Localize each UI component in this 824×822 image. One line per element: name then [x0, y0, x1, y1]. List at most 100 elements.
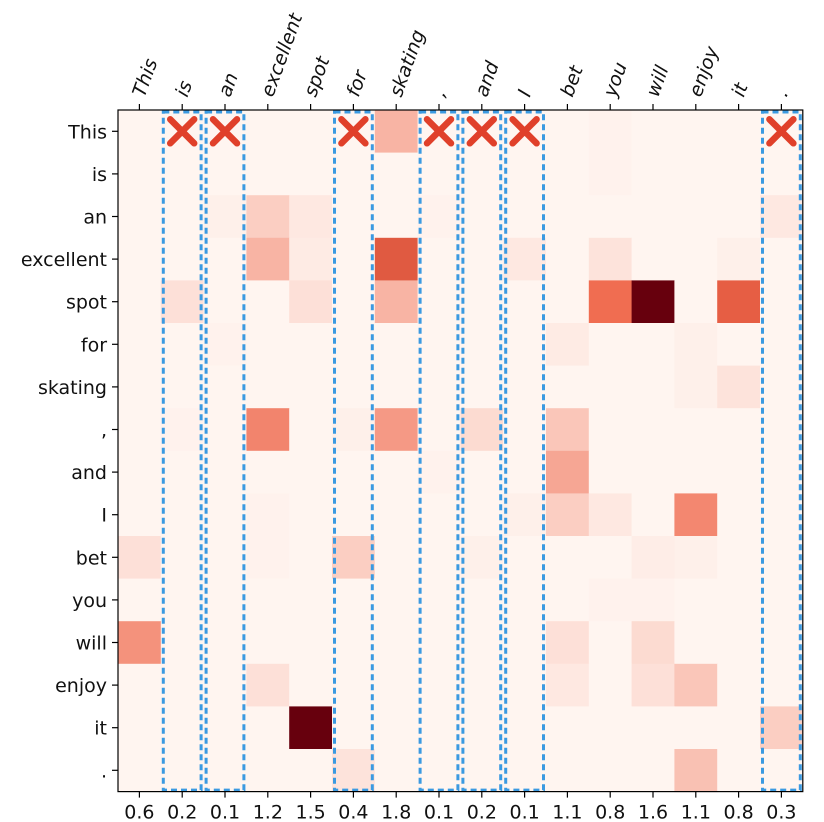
heatmap-cell: [374, 578, 419, 622]
heatmap-cell: [460, 152, 504, 196]
heatmap-cell: [203, 152, 247, 196]
heatmap-cell: [631, 621, 675, 665]
heatmap-cell: [118, 365, 162, 409]
heatmap-cell: [203, 578, 247, 622]
heatmap-cell: [631, 195, 675, 239]
heatmap-cell: [760, 663, 804, 707]
heatmap-cell: [374, 280, 419, 324]
heatmap-cell: [417, 621, 461, 665]
column-score-label: 1.8: [381, 802, 411, 822]
heatmap-cell: [246, 195, 290, 239]
heatmap-cell: [203, 408, 247, 452]
heatmap-cell: [674, 280, 718, 324]
heatmap-cell: [160, 152, 205, 196]
heatmap-cell: [374, 663, 419, 707]
heatmap-cell: [588, 663, 633, 707]
heatmap-cell: [674, 450, 718, 494]
y-token-label: excellent: [21, 249, 107, 271]
heatmap-cell: [460, 578, 504, 622]
heatmap-cell: [588, 706, 633, 750]
heatmap-cell: [760, 578, 804, 622]
heatmap-cell: [460, 663, 504, 707]
x-token-label: ,: [428, 87, 451, 100]
heatmap-cell: [717, 493, 761, 537]
column-score-label: 0.6: [124, 802, 154, 822]
heatmap-cell: [246, 536, 290, 580]
heatmap-cell: [160, 365, 205, 409]
heatmap-cell: [674, 749, 718, 793]
heatmap-cell: [717, 706, 761, 750]
x-token-label: skating: [385, 27, 429, 100]
heatmap-cell: [546, 195, 590, 239]
x-token-label: bet: [556, 61, 588, 99]
heatmap-cell: [246, 663, 290, 707]
heatmap-cell: [631, 152, 675, 196]
heatmap-cell: [246, 365, 290, 409]
heatmap-cell: [160, 621, 205, 665]
heatmap-cell: [289, 365, 333, 409]
x-token-label: and: [471, 58, 504, 100]
heatmap-cell: [503, 450, 547, 494]
heatmap-cell: [546, 365, 590, 409]
heatmap-cell: [460, 536, 504, 580]
heatmap-cell: [631, 536, 675, 580]
heatmap-cell: [374, 450, 419, 494]
heatmap-cell: [246, 621, 290, 665]
y-token-label: I: [101, 505, 107, 527]
heatmap-cell: [717, 663, 761, 707]
heatmap-cell: [160, 408, 205, 452]
heatmap-cell: [203, 663, 247, 707]
heatmap-cell: [203, 323, 247, 367]
heatmap-cell: [332, 663, 376, 707]
heatmap-cell: [246, 110, 290, 154]
heatmap-cell: [289, 152, 333, 196]
heatmap-cell: [503, 323, 547, 367]
cross-mark: [766, 116, 797, 147]
heatmap-cell: [631, 578, 675, 622]
heatmap-cell: [417, 536, 461, 580]
heatmap-cell: [332, 237, 376, 281]
heatmap-cell: [160, 749, 205, 793]
heatmap-cell: [546, 280, 590, 324]
heatmap-cell: [460, 323, 504, 367]
heatmap-cell: [374, 408, 419, 452]
heatmap-cell: [588, 493, 633, 537]
heatmap-cell: [674, 493, 718, 537]
heatmap-cell: [460, 493, 504, 537]
column-score-label: 1.1: [552, 802, 582, 822]
heatmap-cell: [717, 578, 761, 622]
column-score-label: 0.4: [338, 802, 368, 822]
heatmap-cell: [203, 365, 247, 409]
heatmap-cell: [503, 749, 547, 793]
heatmap-cell: [203, 450, 247, 494]
heatmap-cell: [332, 706, 376, 750]
heatmap-cell: [546, 408, 590, 452]
y-token-label: .: [101, 760, 107, 782]
heatmap-cell: [503, 578, 547, 622]
heatmap-cell: [332, 749, 376, 793]
heatmap-cell: [503, 493, 547, 537]
heatmap-cell: [546, 621, 590, 665]
heatmap-cell: [460, 706, 504, 750]
heatmap-cell: [588, 578, 633, 622]
heatmap-cell: [760, 493, 804, 537]
heatmap-cell: [118, 663, 162, 707]
heatmap-cell: [374, 706, 419, 750]
column-score-label: 0.1: [210, 802, 240, 822]
heatmap-cell: [717, 365, 761, 409]
x-token-label: is: [171, 78, 197, 100]
heatmap-cell: [717, 280, 761, 324]
heatmap-cell: [289, 323, 333, 367]
heatmap-cell: [203, 621, 247, 665]
heatmap-cell: [588, 450, 633, 494]
heatmap-cell: [503, 536, 547, 580]
heatmap-cell: [631, 408, 675, 452]
heatmap-cell: [631, 237, 675, 281]
heatmap-cell: [588, 323, 633, 367]
heatmap-cell: [246, 323, 290, 367]
heatmap-cell: [374, 536, 419, 580]
cross-mark: [338, 116, 369, 147]
x-token-label: excellent: [257, 9, 308, 100]
